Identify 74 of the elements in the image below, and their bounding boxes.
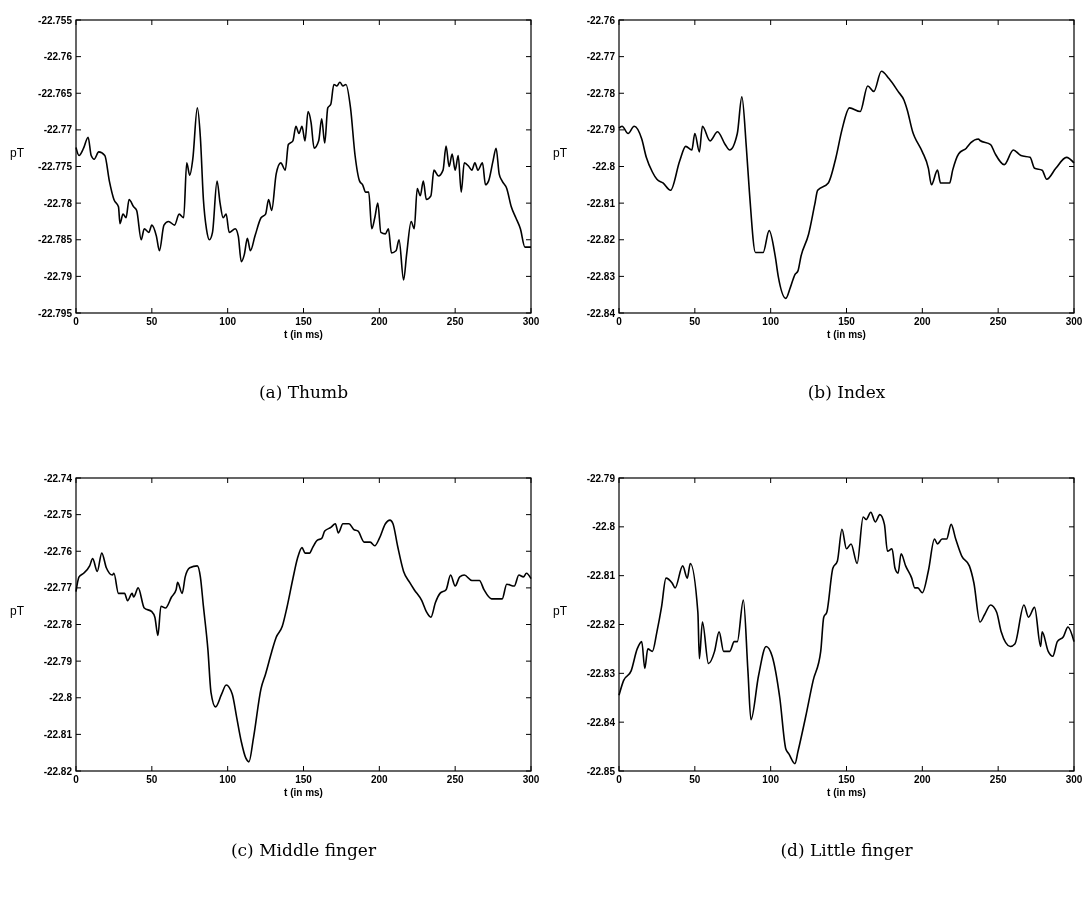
y-tick-label: -22.765	[38, 87, 73, 99]
y-tick-label: -22.77	[43, 582, 73, 594]
y-tick-label: -22.8	[592, 521, 616, 533]
y-tick-label: -22.84	[586, 716, 616, 728]
y-tick-label: -22.81	[586, 570, 616, 582]
x-tick-label: 200	[370, 316, 389, 327]
y-tick-label: -22.81	[586, 197, 616, 209]
x-tick-label: 250	[989, 774, 1007, 785]
x-tick-label: 0	[73, 316, 80, 327]
y-tick-label: -22.755	[38, 14, 73, 26]
x-axis-title: t (in ms)	[827, 787, 866, 798]
x-tick-label: 100	[762, 316, 780, 327]
x-tick-label: 300	[1065, 316, 1083, 327]
text: (c) Middle finger	[230, 840, 377, 860]
y-tick-label: -22.76	[586, 14, 616, 26]
y-tick-label: -22.79	[43, 270, 73, 282]
y-tick-label: -22.8	[592, 161, 616, 172]
y-tick-label: -22.83	[586, 667, 616, 679]
y-tick-label: -22.76	[43, 51, 73, 63]
x-tick-label: 200	[913, 774, 932, 785]
x-tick-label: 300	[1065, 774, 1083, 785]
y-tick-label: -22.78	[43, 619, 73, 630]
x-tick-label: 150	[295, 316, 313, 327]
x-tick-label: 50	[146, 774, 158, 785]
y-tick-label: -22.775	[38, 161, 73, 172]
x-tick-label: 50	[689, 774, 701, 785]
x-tick-label: 200	[913, 316, 932, 327]
text: (d) Little finger	[780, 840, 914, 860]
x-tick-label: 250	[446, 774, 464, 785]
text: (a) Thumb	[258, 382, 349, 402]
x-tick-label: 150	[838, 774, 856, 785]
x-tick-label: 100	[219, 316, 237, 327]
x-tick-label: 150	[295, 774, 313, 785]
x-tick-label: 200	[370, 774, 389, 785]
y-tick-label: -22.795	[38, 307, 73, 319]
text: (b) Index	[807, 382, 886, 402]
x-tick-label: 100	[762, 774, 780, 785]
x-tick-label: 300	[522, 774, 540, 785]
y-tick-label: -22.74	[43, 472, 73, 484]
y-axis-title: pT	[10, 603, 25, 618]
y-tick-label: -22.785	[38, 234, 73, 246]
x-tick-label: 250	[989, 316, 1007, 327]
x-tick-label: 100	[219, 774, 237, 785]
y-tick-label: -22.77	[43, 124, 73, 136]
x-tick-label: 50	[689, 316, 701, 327]
y-tick-label: -22.79	[586, 472, 616, 484]
x-tick-label: 150	[838, 316, 856, 327]
y-axis-title: pT	[10, 145, 25, 160]
y-tick-label: -22.82	[586, 234, 616, 246]
y-tick-label: -22.8	[49, 692, 73, 704]
y-tick-label: -22.85	[586, 765, 616, 777]
y-tick-label: -22.76	[43, 545, 73, 557]
y-tick-label: -22.82	[586, 619, 616, 630]
x-axis-title: t (in ms)	[284, 329, 323, 340]
x-axis-title: t (in ms)	[827, 329, 866, 340]
y-tick-label: -22.79	[43, 655, 73, 667]
y-tick-label: -22.77	[586, 51, 616, 63]
x-tick-label: 0	[616, 316, 623, 327]
y-tick-label: -22.83	[586, 270, 616, 282]
x-tick-label: 250	[446, 316, 464, 327]
x-tick-label: 0	[616, 774, 623, 785]
y-tick-label: -22.75	[43, 509, 73, 521]
x-tick-label: 300	[522, 316, 540, 327]
y-tick-label: -22.78	[586, 87, 616, 99]
y-tick-label: -22.79	[586, 124, 616, 136]
x-tick-label: 50	[146, 316, 158, 327]
y-tick-label: -22.78	[43, 197, 73, 209]
y-tick-label: -22.84	[586, 307, 616, 319]
x-tick-label: 0	[73, 774, 80, 785]
y-axis-title: pT	[553, 145, 568, 160]
y-tick-label: -22.81	[43, 728, 73, 740]
x-axis-title: t (in ms)	[284, 787, 323, 798]
y-tick-label: -22.82	[43, 765, 73, 777]
y-axis-title: pT	[553, 603, 568, 618]
